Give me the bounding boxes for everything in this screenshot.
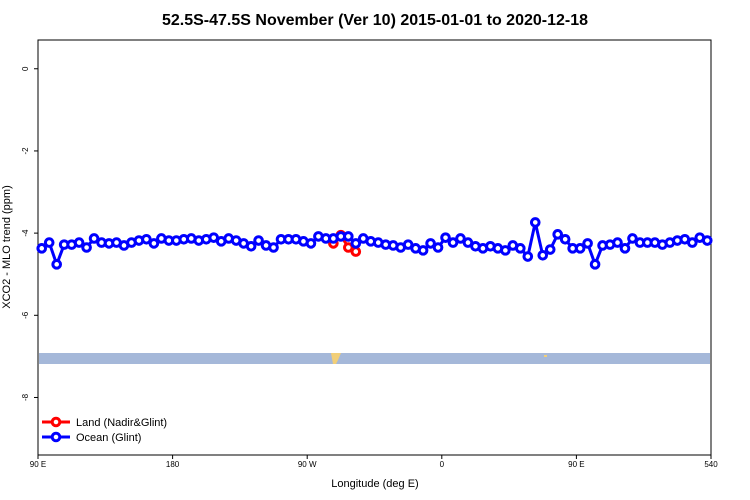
data-point <box>417 245 429 256</box>
x-tick-label: 90 W <box>298 460 317 469</box>
data-point <box>500 245 511 256</box>
legend-marker <box>50 431 62 443</box>
data-point <box>687 237 698 248</box>
legend-label: Land (Nadir&Glint) <box>76 417 167 429</box>
y-tick-label: 0 <box>21 66 30 71</box>
data-point <box>343 231 354 242</box>
data-point <box>619 243 631 254</box>
legend-box <box>40 410 200 448</box>
data-point <box>350 246 362 257</box>
data-point <box>88 233 100 244</box>
data-point <box>455 233 466 244</box>
data-point <box>51 259 62 270</box>
data-point <box>529 217 541 228</box>
x-axis-label: Longitude (deg E) <box>331 478 418 490</box>
legend-marker <box>50 416 62 428</box>
data-point <box>43 237 55 248</box>
data-point <box>537 250 549 261</box>
legend-label: Ocean (Glint) <box>76 432 141 444</box>
land-ocean-band <box>39 353 710 364</box>
data-point <box>245 240 257 252</box>
data-point <box>440 232 451 243</box>
y-axis-label: XCO2 - MLO trend (ppm) <box>1 185 13 308</box>
data-point <box>552 229 564 240</box>
data-point <box>574 243 586 254</box>
data-point <box>559 233 571 245</box>
data-point <box>432 242 444 253</box>
data-point <box>582 238 593 249</box>
x-tick-label: 0 <box>440 460 445 469</box>
data-point <box>522 251 534 262</box>
data-point <box>141 233 152 245</box>
data-point <box>447 237 459 248</box>
y-tick-label: -6 <box>21 311 30 319</box>
y-tick-label: -8 <box>21 393 30 401</box>
y-tick-label: -2 <box>21 147 30 155</box>
y-tick-label: -4 <box>21 229 30 237</box>
data-point <box>350 238 362 249</box>
data-point <box>425 238 436 249</box>
data-point <box>36 243 48 254</box>
chart-title: 52.5S-47.5S November (Ver 10) 2015-01-01… <box>162 12 588 29</box>
data-point <box>305 238 317 249</box>
data-point <box>612 237 623 248</box>
data-point <box>81 242 92 253</box>
data-point <box>148 238 160 249</box>
data-point <box>544 244 556 255</box>
data-point <box>268 242 279 253</box>
data-point <box>627 233 638 244</box>
x-tick-label: 540 <box>704 460 718 469</box>
data-point <box>701 235 713 246</box>
land-patch <box>544 355 547 357</box>
data-point <box>73 237 85 248</box>
data-point <box>515 243 526 254</box>
x-tick-label: 180 <box>166 460 180 469</box>
land-patch <box>331 353 341 364</box>
x-tick-label: 90 E <box>30 460 46 469</box>
data-point <box>589 259 601 270</box>
data-point <box>343 242 354 253</box>
x-tick-label: 90 E <box>568 460 584 469</box>
data-point <box>253 235 264 246</box>
